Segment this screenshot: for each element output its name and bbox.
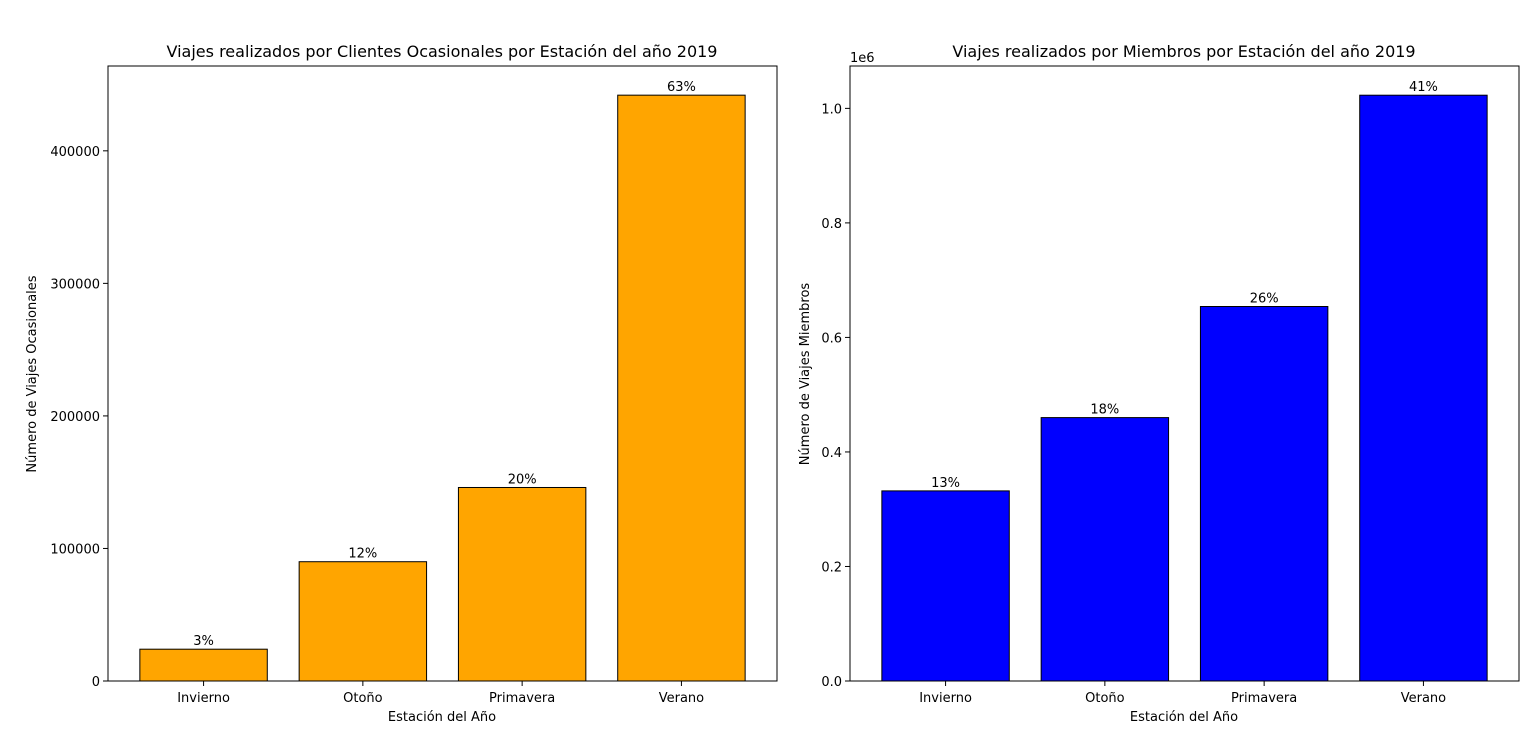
bar-value-label: 20%: [508, 472, 537, 487]
chart-title: Viajes realizados por Clientes Ocasional…: [167, 42, 718, 61]
x-tick-label: Verano: [1401, 691, 1446, 706]
bar-verano: [1359, 94, 1488, 682]
y-tick-label: 0.8: [821, 217, 842, 232]
bar-value-label: 26%: [1250, 292, 1279, 307]
plot-frame: [849, 65, 1520, 682]
x-tick-label: Primavera: [1231, 691, 1297, 706]
bar-value-label: 12%: [348, 547, 377, 562]
bar-value-label: 41%: [1409, 80, 1438, 95]
y-tick-label: 300000: [50, 277, 100, 292]
y-tick-label: 0.4: [821, 446, 842, 461]
bar-value-label: 18%: [1090, 403, 1119, 418]
y-tick-label: 400000: [50, 145, 100, 160]
casual-trips-chart: Viajes realizados por Clientes Ocasional…: [25, 42, 778, 725]
bars: 13% 18% 26% 41%: [881, 80, 1488, 682]
x-tick-label: Primavera: [489, 691, 555, 706]
bar-invierno: [881, 490, 1010, 682]
member-trips-chart: Viajes realizados por Miembros por Estac…: [798, 42, 1520, 725]
y-tick-label: 0.6: [821, 331, 842, 346]
chart-title: Viajes realizados por Miembros por Estac…: [952, 42, 1415, 61]
bar-primavera: [1199, 306, 1329, 682]
plot-frame: [107, 65, 778, 682]
bars: 3% 12% 20% 63%: [139, 80, 746, 682]
bar-otoño: [1040, 417, 1170, 682]
x-tick-label: Otoño: [343, 691, 383, 706]
x-tick-label: Verano: [659, 691, 704, 706]
ticks: Invierno Otoño Primavera Verano 0.0 0.2 0.4 0.6…: [821, 102, 1446, 706]
y-axis-label: Número de Viajes Ocasionales: [25, 275, 40, 472]
x-axis-label: Estación del Año: [388, 710, 496, 725]
x-tick-label: Otoño: [1085, 691, 1125, 706]
y-tick-label: 100000: [50, 542, 100, 557]
y-tick-label: 1.0: [821, 102, 842, 117]
y-offset-text: 1e6: [850, 51, 875, 66]
y-tick-label: 0.0: [821, 675, 842, 690]
bar-primavera: [457, 486, 587, 682]
bar-otoño: [298, 561, 428, 682]
bar-value-label: 3%: [193, 634, 214, 649]
ticks: Invierno Otoño Primavera Verano 0 100000 20000…: [50, 145, 704, 706]
bar-verano: [617, 94, 746, 682]
bar-value-label: 13%: [931, 476, 960, 491]
bar-value-label: 63%: [667, 80, 696, 95]
bar-invierno: [139, 648, 268, 682]
x-tick-label: Invierno: [177, 691, 230, 706]
x-axis-label: Estación del Año: [1130, 710, 1238, 725]
y-tick-label: 0.2: [821, 560, 842, 575]
y-axis-label: Número de Viajes Miembros: [798, 283, 813, 466]
y-tick-label: 200000: [50, 410, 100, 425]
x-tick-label: Invierno: [919, 691, 972, 706]
y-tick-label: 0: [92, 675, 100, 690]
